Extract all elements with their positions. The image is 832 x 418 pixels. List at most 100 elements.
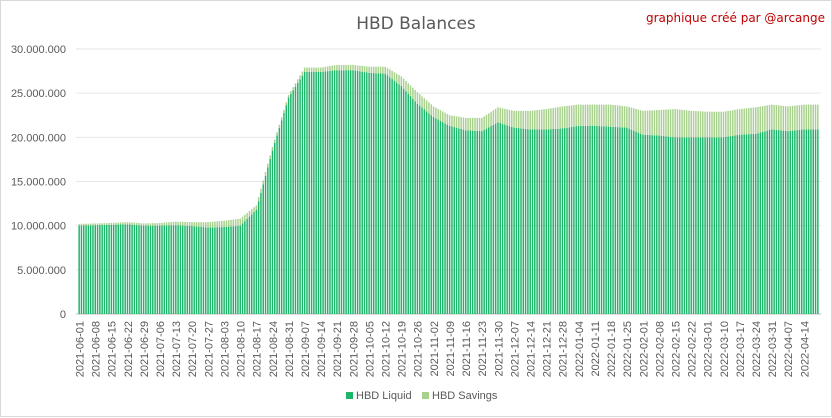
bar-hbd-savings: [78, 223, 80, 226]
bar-hbd-savings: [299, 75, 301, 80]
x-tick-label: 2022-03-10: [719, 321, 731, 377]
x-tick-label: 2021-12-14: [525, 321, 537, 377]
bar-hbd-savings: [285, 102, 287, 106]
bar-hbd-liquid: [805, 129, 808, 314]
bar-hbd-liquid: [603, 126, 605, 314]
bar-hbd-savings: [706, 111, 709, 138]
bar-hbd-savings: [451, 115, 453, 127]
bar-hbd-savings: [676, 109, 679, 138]
bar-hbd-savings: [563, 106, 566, 129]
x-tick-label: 2022-04-14: [799, 321, 811, 377]
bar-hbd-liquid: [791, 130, 794, 314]
bar-hbd-liquid: [554, 128, 557, 314]
x-tick-label: 2021-11-16: [461, 321, 473, 376]
bar-hbd-liquid: [718, 137, 720, 314]
bar-hbd-savings: [287, 94, 290, 98]
bar-hbd-liquid: [175, 225, 177, 314]
bar-hbd-savings: [812, 104, 814, 130]
bar-hbd-liquid: [494, 123, 497, 314]
bar-hbd-liquid: [165, 225, 168, 314]
bar-hbd-savings: [349, 64, 352, 71]
bar-hbd-savings: [301, 71, 304, 76]
bar-hbd-liquid: [290, 93, 292, 314]
bar-hbd-liquid: [198, 226, 200, 314]
bar-hbd-liquid: [439, 120, 442, 314]
bar-hbd-savings: [462, 117, 465, 130]
bar-hbd-liquid: [186, 225, 189, 314]
bar-hbd-savings: [543, 109, 545, 130]
bar-hbd-savings: [607, 104, 610, 127]
bar-hbd-liquid: [147, 225, 149, 314]
bar-hbd-savings: [589, 104, 591, 126]
bar-hbd-savings: [817, 104, 819, 130]
bar-hbd-savings: [428, 102, 430, 114]
bar-hbd-savings: [754, 107, 757, 134]
bar-hbd-savings: [478, 117, 481, 132]
x-tick-label: 2021-08-10: [236, 321, 248, 377]
bar-hbd-savings: [188, 222, 191, 226]
bar-hbd-savings: [777, 105, 780, 131]
bar-hbd-liquid: [497, 122, 499, 314]
bar-hbd-liquid: [329, 70, 331, 314]
bar-hbd-liquid: [481, 131, 483, 314]
bar-hbd-savings: [223, 220, 225, 227]
bar-hbd-savings: [218, 221, 221, 228]
bar-hbd-savings: [764, 105, 766, 132]
bar-hbd-liquid: [796, 130, 798, 314]
bar-hbd-savings: [209, 221, 212, 228]
bar-hbd-savings: [204, 222, 207, 228]
bar-hbd-savings: [267, 163, 269, 168]
bar-hbd-savings: [186, 222, 189, 226]
bar-hbd-savings: [347, 64, 350, 71]
x-tick-label: 2021-12-07: [509, 321, 521, 377]
bar-hbd-liquid: [400, 86, 403, 314]
bar-hbd-liquid: [156, 225, 159, 314]
bar-hbd-liquid: [303, 71, 306, 314]
bar-hbd-liquid: [540, 129, 543, 314]
bar-hbd-savings: [156, 223, 159, 226]
x-tick-label: 2021-10-26: [413, 321, 425, 377]
bar-hbd-liquid: [446, 124, 449, 314]
bar-hbd-savings: [227, 220, 230, 227]
bar-hbd-savings: [570, 105, 573, 127]
legend-swatch-hbd-savings: [422, 392, 429, 399]
legend-label-hbd-liquid: HBD Liquid: [356, 390, 412, 402]
bar-hbd-liquid: [448, 125, 451, 314]
bar-hbd-liquid: [784, 130, 787, 314]
bar-hbd-savings: [752, 107, 755, 134]
bar-hbd-liquid: [230, 226, 232, 314]
bar-hbd-savings: [423, 98, 426, 110]
bar-hbd-savings: [534, 110, 536, 130]
bar-hbd-savings: [547, 108, 550, 130]
bar-hbd-savings: [442, 111, 444, 123]
bar-hbd-savings: [112, 222, 115, 225]
bar-hbd-liquid: [780, 130, 782, 314]
bar-hbd-savings: [796, 105, 798, 131]
bar-hbd-liquid: [568, 127, 571, 314]
bar-hbd-liquid: [801, 129, 803, 314]
bar-hbd-liquid: [545, 129, 548, 314]
bar-hbd-savings: [490, 111, 492, 127]
bar-hbd-liquid: [573, 126, 575, 314]
bar-hbd-liquid: [349, 70, 352, 314]
bar-hbd-liquid: [626, 127, 628, 314]
bar-hbd-liquid: [725, 136, 727, 314]
bar-hbd-savings: [702, 111, 704, 138]
bar-hbd-liquid: [741, 134, 743, 314]
bar-hbd-savings: [368, 66, 370, 73]
bar-hbd-liquid: [679, 137, 681, 314]
bar-hbd-liquid: [103, 224, 106, 314]
bar-hbd-liquid: [810, 129, 812, 314]
bar-hbd-liquid: [260, 192, 262, 314]
bar-hbd-savings: [593, 104, 596, 126]
bar-hbd-savings: [133, 222, 136, 225]
bar-hbd-liquid: [142, 225, 145, 314]
bar-hbd-savings: [699, 111, 702, 138]
x-tick-label: 2022-02-22: [687, 321, 699, 377]
bar-hbd-liquid: [313, 71, 315, 314]
x-tick-label: 2022-04-07: [783, 321, 795, 377]
bar-hbd-savings: [623, 106, 626, 128]
bar-hbd-savings: [356, 65, 359, 71]
bar-hbd-liquid: [145, 225, 147, 314]
bar-hbd-savings: [508, 109, 511, 127]
